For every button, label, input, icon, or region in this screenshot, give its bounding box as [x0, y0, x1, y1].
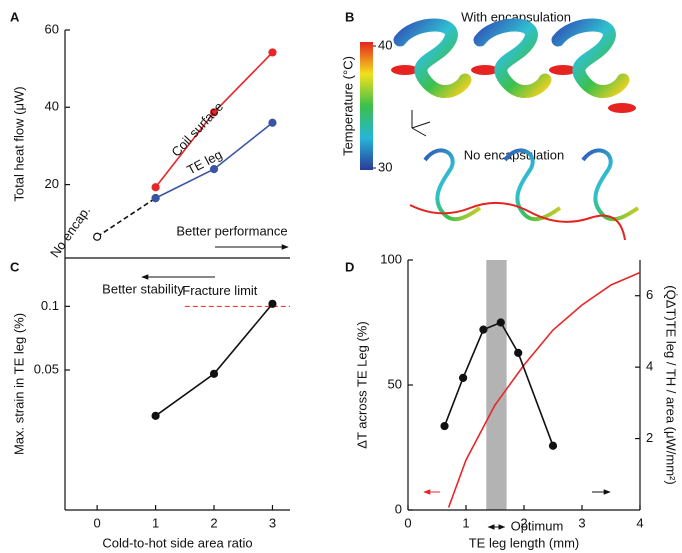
- y-tick-label: 100: [380, 251, 402, 266]
- annotation: Better performance: [176, 223, 287, 238]
- data-point: [514, 348, 523, 357]
- y-tick-label: 20: [45, 176, 59, 191]
- data-point: [440, 421, 449, 431]
- data-point: [548, 441, 558, 450]
- trace: [409, 201, 626, 241]
- data-point: [459, 373, 468, 382]
- x-tick-label: 2: [210, 515, 217, 530]
- colorbar: [360, 42, 373, 170]
- data-point: [93, 232, 102, 241]
- disc: [391, 65, 419, 75]
- data-point: [209, 165, 219, 174]
- data-point: [496, 318, 505, 327]
- y-axis-label: Max. strain in TE leg (%): [11, 313, 26, 455]
- thin-coil: [423, 148, 482, 222]
- y-tick-label: 0.1: [41, 298, 59, 313]
- coil: [551, 18, 630, 98]
- data-point: [268, 48, 277, 57]
- series-line: [447, 271, 641, 508]
- data-point: [268, 299, 277, 308]
- data-point: [209, 108, 219, 117]
- x-tick-label: 0: [94, 515, 101, 530]
- colorbar-tick-label: 40: [378, 37, 392, 52]
- x-tick-label: 3: [578, 515, 585, 530]
- y2-axis-label: (Q̇ΔT)TE leg / TH / area (μW/mm²): [664, 285, 679, 484]
- series-line: [155, 303, 274, 417]
- colorbar-title: Temperature (°C): [340, 56, 355, 156]
- render-label: No encapsulation: [464, 147, 564, 162]
- y-tick-label: 50: [388, 376, 402, 391]
- panel-letter: B: [345, 9, 354, 24]
- disc: [471, 65, 499, 75]
- data-point: [151, 194, 160, 203]
- data-point: [268, 118, 277, 127]
- series-line: [443, 321, 554, 446]
- x-axis-label: TE leg length (mm): [469, 535, 580, 550]
- y-axis-label: Total heat flow (μW): [11, 86, 26, 201]
- series-label: TE leg: [184, 147, 224, 178]
- series-label: No encap.: [47, 203, 93, 260]
- axes-icon: [411, 110, 431, 137]
- highlight-band: [486, 260, 507, 510]
- y2-tick-label: 4: [646, 359, 653, 374]
- x-axis-label: Cold-to-hot side area ratio: [102, 535, 252, 550]
- disc: [549, 65, 577, 75]
- x-tick-label: 1: [462, 515, 469, 530]
- x-tick-label: 2: [520, 515, 527, 530]
- panel-letter: C: [10, 259, 20, 274]
- y-tick-label: 60: [45, 21, 59, 36]
- reference-label: Fracture limit: [182, 283, 258, 298]
- disc: [608, 103, 636, 113]
- data-point: [479, 325, 488, 334]
- y2-tick-label: 2: [646, 430, 653, 445]
- panel-letter: A: [10, 9, 20, 24]
- data-point: [151, 183, 160, 192]
- colorbar-tick-label: 30: [378, 159, 392, 174]
- panel-letter: D: [345, 259, 354, 274]
- y-axis-label: ΔT across TE Leg (%): [354, 321, 369, 448]
- annotation: Better stability: [102, 281, 184, 296]
- thin-coil: [581, 148, 640, 222]
- y-tick-label: 40: [45, 99, 59, 114]
- y-tick-label: 0: [395, 501, 402, 516]
- highlight-label: Optimum: [511, 518, 564, 533]
- x-tick-label: 4: [636, 515, 643, 530]
- data-point: [209, 369, 219, 378]
- y2-tick-label: 6: [646, 287, 653, 302]
- x-tick-label: 3: [269, 515, 276, 530]
- data-point: [151, 411, 160, 420]
- y-tick-label: 0.05: [34, 361, 59, 376]
- render-label: With encapsulation: [461, 9, 571, 24]
- x-tick-label: 0: [404, 515, 411, 530]
- x-tick-label: 1: [152, 515, 159, 530]
- coil: [393, 18, 472, 98]
- coil: [473, 18, 552, 98]
- series-line: [96, 197, 157, 238]
